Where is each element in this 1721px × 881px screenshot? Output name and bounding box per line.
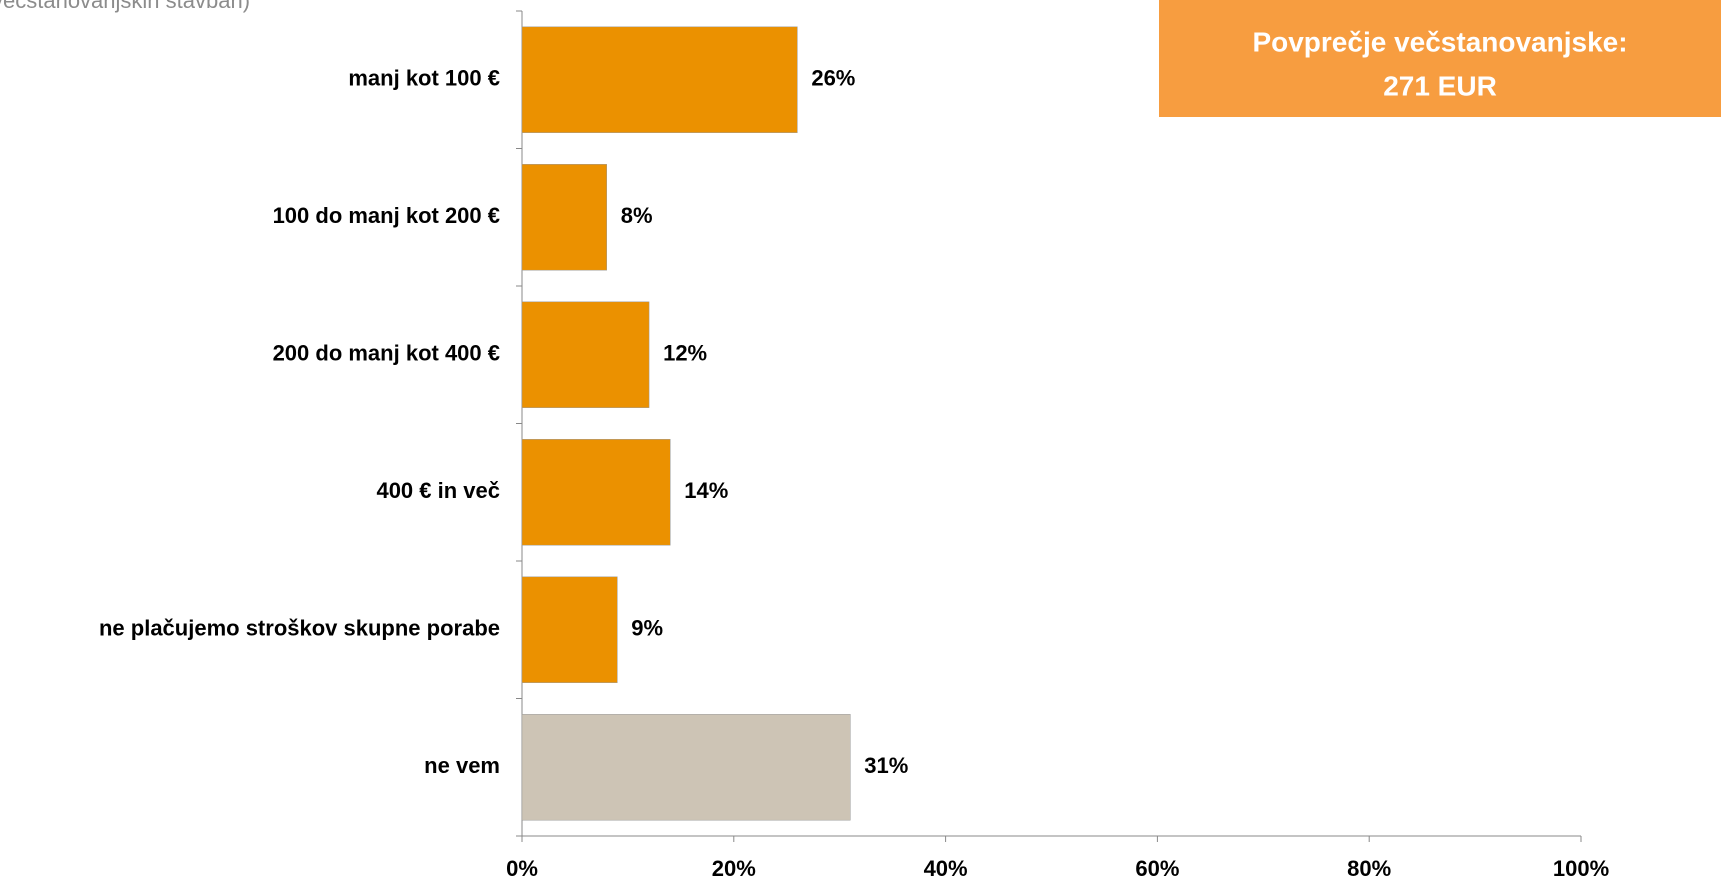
- bar: [521, 439, 671, 546]
- annotation: 271 EUR: [1383, 70, 1497, 101]
- x-tick-label: 100%: [1553, 856, 1609, 881]
- y-tick-label: ne vem: [424, 753, 500, 778]
- y-tick-label: manj kot 100 €: [348, 66, 500, 91]
- value-label: 12%: [663, 341, 707, 366]
- subtitle: večstanovanjskih stavbah): [0, 0, 250, 13]
- y-tick-label: 400 € in več: [376, 478, 500, 503]
- x-tick-label: 80%: [1347, 856, 1391, 881]
- bar: [521, 714, 851, 821]
- value-label: 8%: [621, 203, 653, 228]
- value-label: 9%: [631, 616, 663, 641]
- y-tick-label: ne plačujemo stroškov skupne porabe: [99, 616, 500, 641]
- annotation: Povprečje večstanovanjske:: [1252, 26, 1627, 57]
- bar: [521, 26, 798, 133]
- value-label: 14%: [684, 478, 728, 503]
- annotation-box: [1159, 0, 1721, 117]
- value-label: 31%: [864, 753, 908, 778]
- bar: [521, 301, 650, 408]
- value-label: 26%: [811, 66, 855, 91]
- bar: [521, 164, 607, 271]
- x-tick-label: 0%: [506, 856, 538, 881]
- x-tick-label: 20%: [712, 856, 756, 881]
- x-tick-label: 40%: [924, 856, 968, 881]
- x-tick-label: 60%: [1135, 856, 1179, 881]
- bar: [521, 576, 618, 683]
- y-tick-label: 100 do manj kot 200 €: [273, 203, 500, 228]
- y-tick-label: 200 do manj kot 400 €: [273, 341, 500, 366]
